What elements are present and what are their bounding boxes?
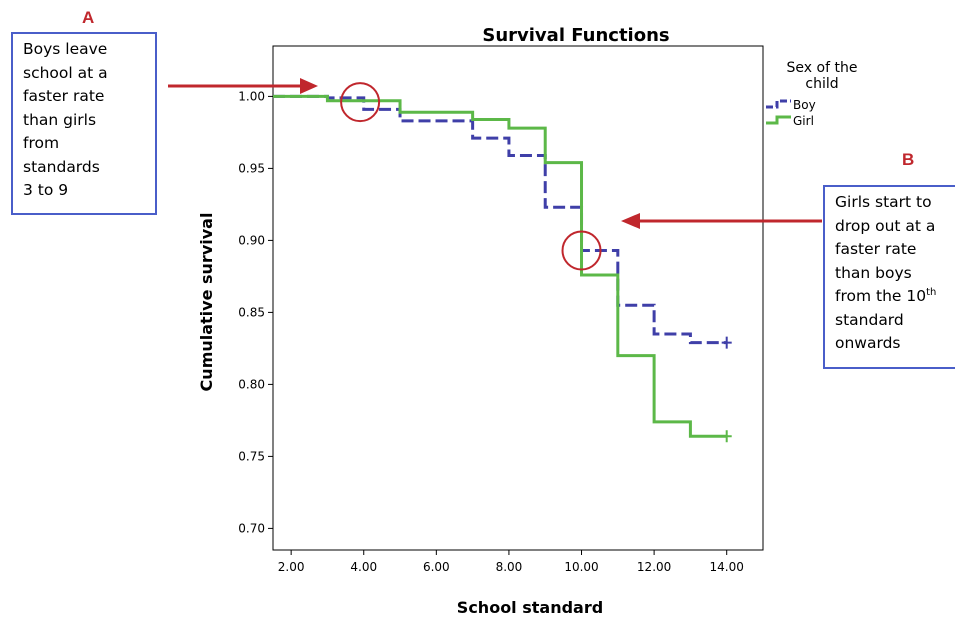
annotation-b-line: than boys	[835, 263, 912, 282]
annotation-b-line5-text: from the 10	[835, 287, 927, 305]
annotation-a-line: than girls	[23, 110, 97, 129]
annotation-b-line: Girls start to	[835, 193, 932, 211]
annotation-a-line: faster rate	[23, 87, 105, 105]
annotation-b-line: standard	[835, 310, 904, 329]
annotation-b-letter: B	[902, 150, 915, 169]
legend-swatch-girl	[766, 115, 791, 125]
y-axis: 0.70 0.75 0.80 0.85 0.90 0.95 1.00	[238, 89, 273, 535]
x-tick-label: 12.00	[637, 560, 671, 574]
x-tick-label: 10.00	[564, 560, 598, 574]
arrow-a-head	[300, 78, 318, 94]
legend-label-girl: Girl	[793, 114, 814, 128]
y-tick-label: 0.80	[238, 377, 265, 391]
y-axis-label: Cumulative survival	[197, 213, 216, 392]
series-line-girl	[273, 94, 727, 438]
legend-title-line2: child	[805, 76, 838, 92]
annotation-b-line5-sup: th	[926, 286, 937, 298]
y-tick-label: 0.70	[238, 521, 265, 535]
series-layer	[273, 94, 732, 443]
plot-frame	[272, 45, 764, 551]
y-tick-label: 0.75	[238, 449, 265, 463]
annotation-arrows	[168, 78, 822, 229]
x-tick-label: 4.00	[350, 560, 377, 574]
y-tick-label: 0.85	[238, 305, 265, 319]
x-tick-label: 8.00	[496, 560, 523, 574]
y-tick-label: 0.95	[238, 161, 265, 175]
x-tick-label: 2.00	[278, 560, 305, 574]
chart-title: Survival Functions	[482, 25, 669, 46]
legend-title-line1: Sex of the	[787, 60, 858, 76]
annotation-a-line: 3 to 9	[23, 181, 69, 199]
arrow-b-head	[621, 213, 640, 229]
annotation-b-box: Girls start to drop out at a faster rate…	[823, 185, 955, 369]
annotation-b-line: from the 10th	[835, 285, 946, 309]
x-axis: 2.00 4.00 6.00 8.00 10.00 12.00 14.00	[278, 550, 744, 574]
y-tick-label: 0.90	[238, 233, 265, 247]
annotation-b-line: onwards	[835, 334, 901, 352]
annotation-b-line: faster rate	[835, 240, 917, 258]
legend-label-boy: Boy	[793, 98, 816, 112]
annotation-a-letter: A	[82, 8, 95, 27]
annotation-a-box: Boys leave school at a faster rate than …	[11, 32, 157, 215]
y-tick-label: 1.00	[238, 89, 265, 103]
highlight-circle	[340, 82, 381, 123]
x-tick-label: 6.00	[423, 560, 450, 574]
x-tick-label: 14.00	[710, 560, 744, 574]
legend: Sex of the child Boy Girl	[766, 60, 857, 128]
annotation-a-line: school at a	[23, 63, 108, 82]
annotation-a-line: Boys leave	[23, 40, 108, 58]
highlight-circles	[340, 82, 602, 271]
annotation-a-line: standards	[23, 157, 100, 176]
series-line-boy	[273, 94, 727, 345]
x-axis-label: School standard	[457, 598, 603, 617]
highlight-circle	[561, 230, 602, 271]
annotation-a-line: from	[23, 134, 60, 152]
annotation-b-line: drop out at a	[835, 216, 936, 235]
legend-swatch-boy	[766, 99, 791, 109]
